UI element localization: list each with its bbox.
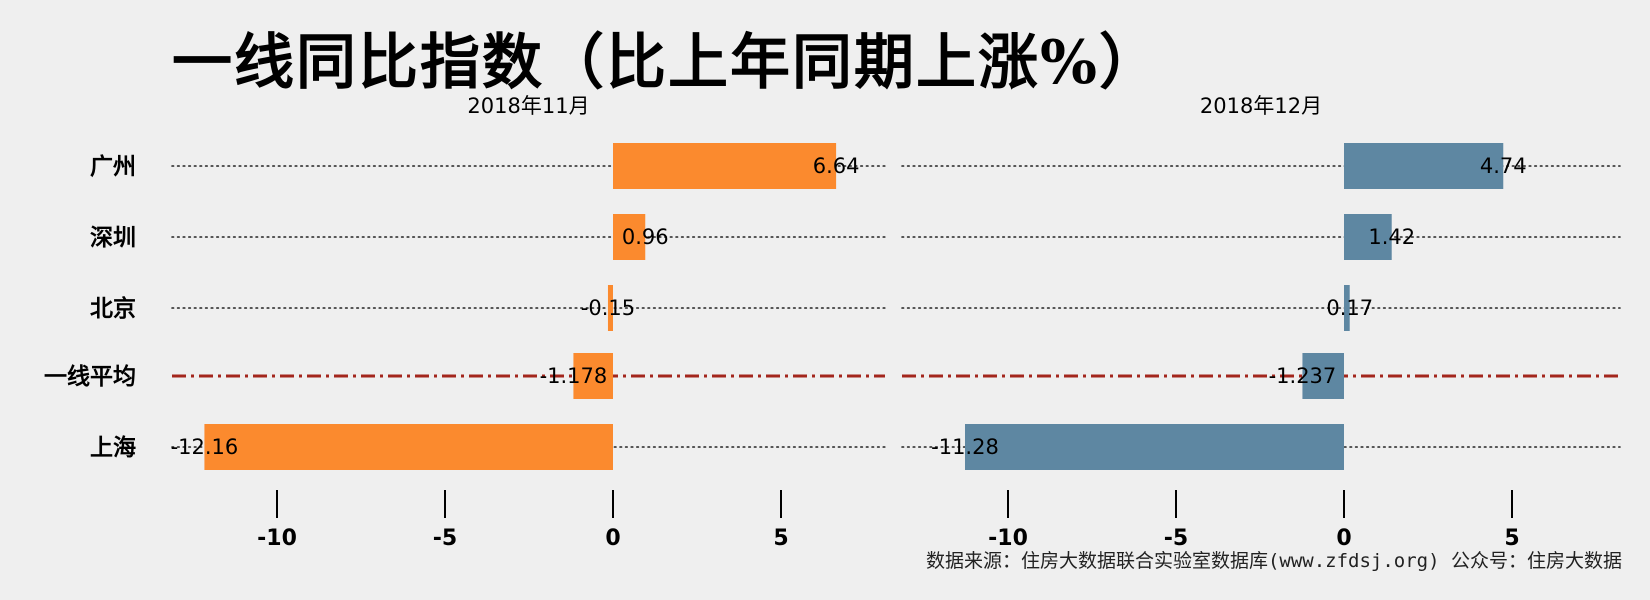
x-tick-label: -5	[433, 526, 457, 551]
category-label: 一线平均	[44, 363, 136, 390]
data-label: -0.15	[581, 296, 635, 320]
data-label: 0.17	[1326, 296, 1373, 320]
panel-subtitle: 2018年12月	[1200, 94, 1322, 118]
bar	[1344, 214, 1392, 260]
bar	[1344, 285, 1350, 331]
data-label: 0.96	[622, 225, 669, 249]
category-label: 深圳	[90, 224, 136, 251]
bar	[1344, 143, 1504, 189]
data-label: -1.237	[1269, 364, 1337, 388]
category-label: 广州	[90, 153, 136, 180]
x-tick-label: 5	[1504, 526, 1519, 551]
data-label: -11.28	[931, 435, 999, 459]
x-tick-label: -5	[1164, 526, 1188, 551]
x-tick-label: -10	[257, 526, 297, 551]
bar	[964, 424, 1344, 470]
data-label: 4.74	[1480, 154, 1527, 178]
category-label: 北京	[90, 295, 136, 322]
data-label: -12.16	[171, 435, 239, 459]
category-label: 上海	[90, 434, 136, 461]
x-tick-label: 0	[1336, 526, 1351, 551]
bar	[573, 353, 613, 399]
x-tick-label: 5	[773, 526, 788, 551]
data-label: 6.64	[813, 154, 860, 178]
x-tick-label: 0	[605, 526, 620, 551]
bar	[1302, 353, 1344, 399]
bar	[607, 285, 613, 331]
bar	[204, 424, 613, 470]
chart-title: 一线同比指数（比上年同期上涨%）	[172, 28, 1162, 98]
panel-subtitle: 2018年11月	[467, 94, 589, 118]
data-label: -1.178	[540, 364, 608, 388]
bar	[613, 214, 646, 260]
data-label: 1.42	[1368, 225, 1415, 249]
x-tick-label: -10	[988, 526, 1028, 551]
bar	[613, 143, 837, 189]
source-note: 数据来源：住房大数据联合实验室数据库(www.zfdsj.org) 公众号：住房…	[925, 550, 1622, 572]
